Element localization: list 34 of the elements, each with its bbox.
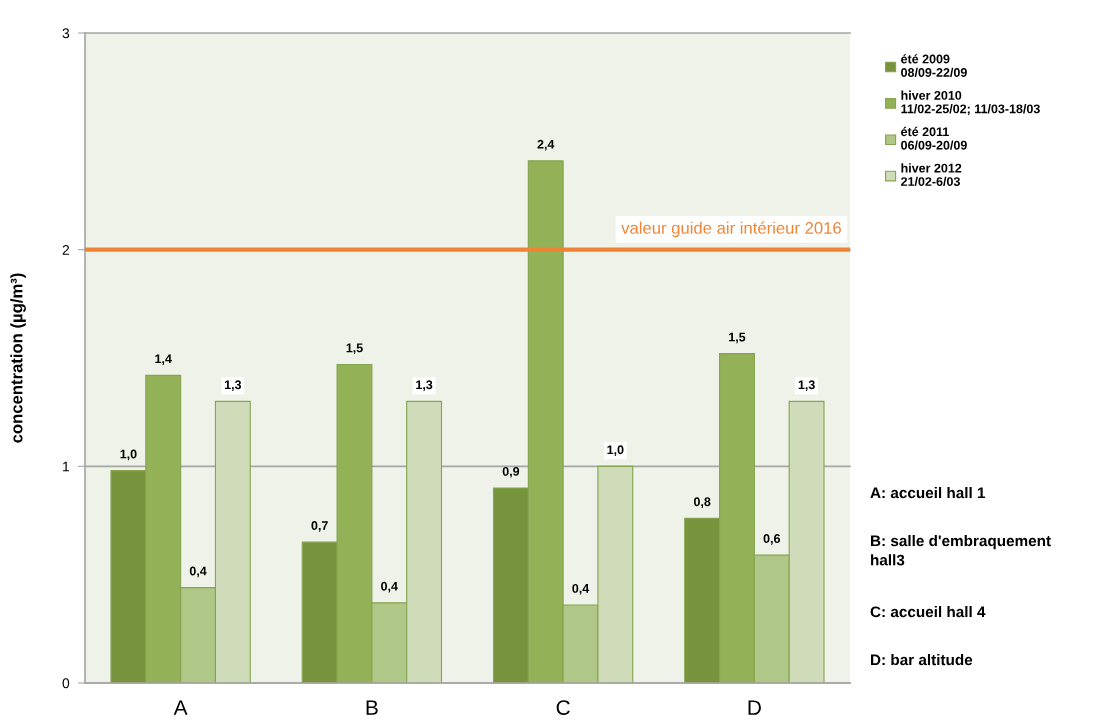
text: C: accueil hall 4	[870, 606, 986, 618]
text: A: accueil hall 1	[870, 487, 986, 499]
y-tick-label: 1	[63, 461, 70, 472]
x-tick-label: C	[556, 700, 570, 715]
y-tick-label: 3	[62, 28, 70, 39]
data-label: 1,3	[416, 380, 433, 391]
data-label: 0,4	[189, 566, 207, 578]
legend-label: hiver 2012 21/02-6/03	[901, 163, 962, 187]
ref-line-label: valeur guide air intérieur 2016	[621, 221, 841, 238]
y-axis-title: concentration (µg/m³)	[10, 273, 26, 443]
data-label: 0,4	[572, 583, 590, 595]
text: D: bar altitude	[871, 654, 973, 666]
data-label: 0,8	[693, 497, 711, 508]
data-label: 1,0	[607, 445, 624, 456]
data-label: 0,7	[311, 521, 328, 532]
data-label: 1,4	[155, 354, 172, 365]
data-label: 0,9	[502, 466, 520, 478]
y-tick-label: 2	[62, 245, 70, 255]
x-tick-label: D	[748, 700, 761, 715]
x-tick-label: A	[173, 700, 188, 715]
data-label: 1,5	[346, 343, 363, 355]
x-tick-label: B	[366, 700, 378, 715]
data-label: 1,3	[798, 380, 815, 391]
text: B: salle d'embraquement hall3	[871, 535, 1051, 566]
data-label: 1,3	[224, 380, 242, 391]
data-label: 1,5	[729, 332, 746, 344]
data-label: 2,4	[537, 139, 555, 151]
data-label: 0,6	[763, 534, 781, 545]
data-label: 1,0	[120, 449, 137, 461]
legend-label: été 2011 06/09-20/09	[901, 126, 967, 150]
legend-label: été 2009 08/09-22/09	[901, 54, 967, 78]
y-tick-label: 0	[62, 678, 70, 689]
data-label: 0,4	[381, 581, 398, 593]
legend-label: hiver 2010 11/02-25/02; 11/03-18/03	[901, 90, 1040, 116]
